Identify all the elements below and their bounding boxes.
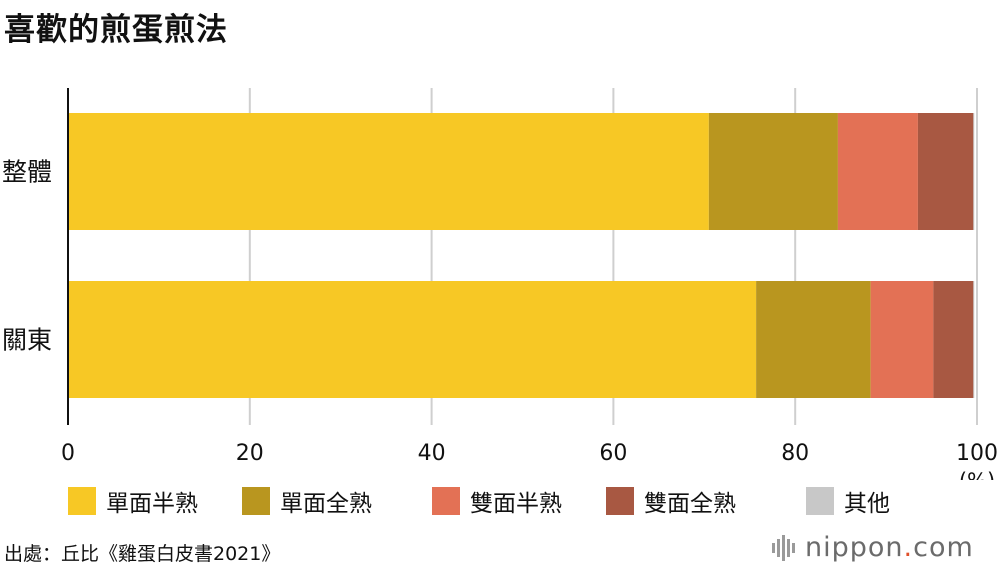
bar-segment	[708, 113, 838, 230]
logo-bars-icon	[772, 534, 797, 561]
legend-item: 其他	[806, 484, 890, 518]
legend-swatch	[68, 487, 96, 515]
legend-swatch	[606, 487, 634, 515]
x-tick-label: 40	[418, 441, 446, 466]
x-tick-label: 100	[956, 441, 998, 466]
x-tick-label: 20	[236, 441, 264, 466]
legend-label: 其他	[844, 491, 890, 517]
legend-label: 雙面半熟	[470, 491, 562, 517]
category-label: 關東	[2, 326, 52, 355]
nippon-logo: nippon. com	[772, 532, 974, 563]
legend-label: 單面半熟	[106, 491, 198, 517]
legend-item: 雙面半熟	[432, 484, 562, 518]
logo-dot: .	[903, 532, 914, 563]
bar-segment	[837, 113, 918, 230]
bar-segment	[68, 281, 757, 398]
bar-segment	[973, 281, 975, 398]
legend-item: 單面半熟	[68, 484, 198, 518]
legend-item: 單面全熟	[242, 484, 372, 518]
bar-segment	[973, 113, 975, 230]
bar-segment	[756, 281, 871, 398]
bar-segment	[917, 113, 974, 230]
x-tick-label: 0	[61, 441, 75, 466]
legend-label: 單面全熟	[280, 491, 372, 517]
x-tick-label: 60	[599, 441, 627, 466]
x-tick-labels: 0 20 40 60 80 100	[61, 441, 998, 466]
chart-title: 喜歡的煎蛋煎法	[4, 12, 228, 48]
bar-segment	[933, 281, 974, 398]
legend-item: 雙面全熟	[606, 484, 736, 518]
bars	[68, 113, 975, 398]
legend-swatch	[806, 487, 834, 515]
legend-swatch	[432, 487, 460, 515]
x-tick-label: 80	[781, 441, 809, 466]
bar-segment	[68, 113, 709, 230]
bar-segment	[870, 281, 934, 398]
legend-label: 雙面全熟	[644, 491, 736, 517]
logo-text: nippon	[805, 532, 904, 563]
legend-swatch	[242, 487, 270, 515]
source-note: 出處：丘比《雞蛋白皮書2021》	[4, 543, 281, 565]
category-label: 整體	[2, 158, 52, 187]
x-axis-unit: (%)	[959, 469, 995, 480]
logo-suffix: com	[913, 532, 974, 563]
